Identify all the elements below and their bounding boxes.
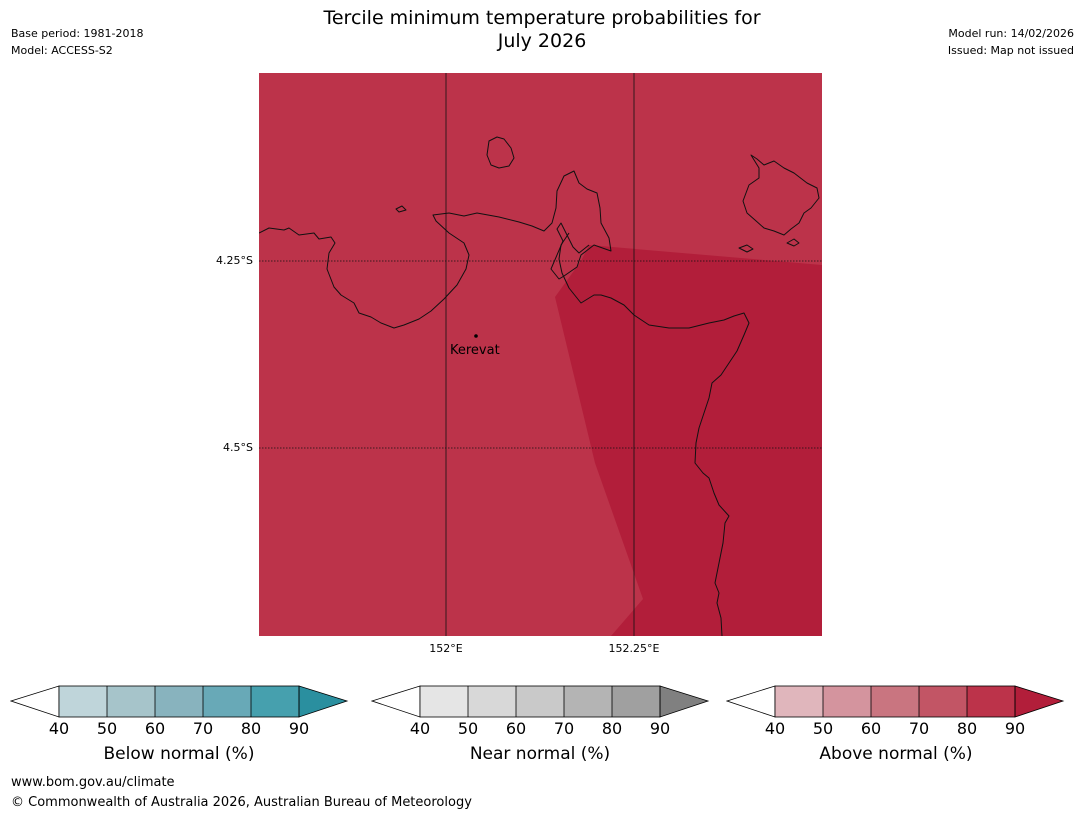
cbar-above-title: Above normal (%) <box>819 744 973 764</box>
cbar-below-bin-40-50 <box>59 686 107 717</box>
model-run-text: Model run: 14/02/2026 <box>948 27 1074 40</box>
cbar-above-bin-60-70 <box>871 686 919 717</box>
metadata-left: Base period: 1981-2018 Model: ACCESS-S2 <box>11 25 143 59</box>
coastline-islet-3 <box>786 238 800 247</box>
cbar-below-tick: 40 <box>48 719 70 738</box>
title-line-1: Tercile minimum temperature probabilitie… <box>323 7 761 29</box>
cbar-above-tick: 40 <box>764 719 786 738</box>
cbar-below-bin-60-70 <box>155 686 203 717</box>
cbar-near-tick: 80 <box>601 719 623 738</box>
lon-label-152: 152°E <box>429 642 463 655</box>
cbar-near-tick: 90 <box>649 719 671 738</box>
colorbar-above-graphic <box>726 685 1065 718</box>
map-title: Tercile minimum temperature probabilitie… <box>242 7 842 53</box>
meridians <box>445 73 635 636</box>
cbar-near-tick: 40 <box>409 719 431 738</box>
cbar-above-tick: 70 <box>908 719 930 738</box>
kerevat-marker <box>474 334 478 338</box>
cbar-below-tick: 70 <box>192 719 214 738</box>
cbar-near-bin-70-80 <box>564 686 612 717</box>
cbar-near-extend-low <box>371 685 421 718</box>
cbar-below-tick: 80 <box>240 719 262 738</box>
coastline-gazelle-peninsula-west <box>259 170 612 329</box>
coastline-watom-island <box>486 136 515 169</box>
cbar-above-tick: 90 <box>1004 719 1026 738</box>
issued-text: Issued: Map not issued <box>947 44 1074 57</box>
cbar-below-extend-low <box>10 685 60 718</box>
cbar-above-tick: 60 <box>860 719 882 738</box>
place-label-kerevat: Kerevat <box>450 343 500 358</box>
cbar-near-bin-80-90 <box>612 686 660 717</box>
cbar-below-bin-80-90 <box>251 686 299 717</box>
probability-map <box>259 73 822 636</box>
cbar-below-tick: 90 <box>288 719 310 738</box>
colorbar-below-graphic <box>10 685 349 718</box>
colorbar-near-graphic <box>371 685 710 718</box>
title-line-2: July 2026 <box>497 30 587 52</box>
cbar-below-bin-50-60 <box>107 686 155 717</box>
graticule <box>259 260 822 449</box>
cbar-below-tick: 50 <box>96 719 118 738</box>
cbar-near-tick: 60 <box>505 719 527 738</box>
map-fill-80-90 <box>555 245 822 636</box>
cbar-near-bin-50-60 <box>468 686 516 717</box>
cbar-near-tick: 70 <box>553 719 575 738</box>
lat-label-4-5: 4.5°S <box>223 441 253 454</box>
cbar-above-bin-70-80 <box>919 686 967 717</box>
cbar-near-extend-high <box>659 685 710 718</box>
cbar-near-bin-40-50 <box>420 686 468 717</box>
cbar-above-bin-50-60 <box>823 686 871 717</box>
metadata-right: Model run: 14/02/2026 Issued: Map not is… <box>948 25 1074 59</box>
model-text: Model: ACCESS-S2 <box>11 44 113 57</box>
cbar-near-tick: 50 <box>457 719 479 738</box>
coastline-duke-of-york-islands <box>742 154 820 236</box>
cbar-below-title: Below normal (%) <box>103 744 255 764</box>
cbar-above-bin-80-90 <box>967 686 1015 717</box>
cbar-above-tick: 50 <box>812 719 834 738</box>
cbar-below-extend-high <box>298 685 349 718</box>
coastline-islet-1 <box>395 205 407 213</box>
lat-label-4-25: 4.25°S <box>216 254 253 267</box>
cbar-near-bin-60-70 <box>516 686 564 717</box>
lon-label-152-25: 152.25°E <box>608 642 660 655</box>
footer-copyright: © Commonwealth of Australia 2026, Austra… <box>11 795 472 810</box>
cbar-above-extend-high <box>1014 685 1065 718</box>
coastline-gazelle-peninsula-east <box>558 232 750 636</box>
cbar-below-bin-70-80 <box>203 686 251 717</box>
cbar-above-extend-low <box>726 685 776 718</box>
cbar-below-tick: 60 <box>144 719 166 738</box>
base-period-text: Base period: 1981-2018 <box>11 27 144 40</box>
cbar-above-bin-40-50 <box>775 686 823 717</box>
coastline <box>259 136 820 636</box>
coastline-islet-2 <box>738 244 754 253</box>
cbar-above-tick: 80 <box>956 719 978 738</box>
cbar-near-title: Near normal (%) <box>469 744 611 764</box>
footer-website: www.bom.gov.au/climate <box>11 775 175 790</box>
